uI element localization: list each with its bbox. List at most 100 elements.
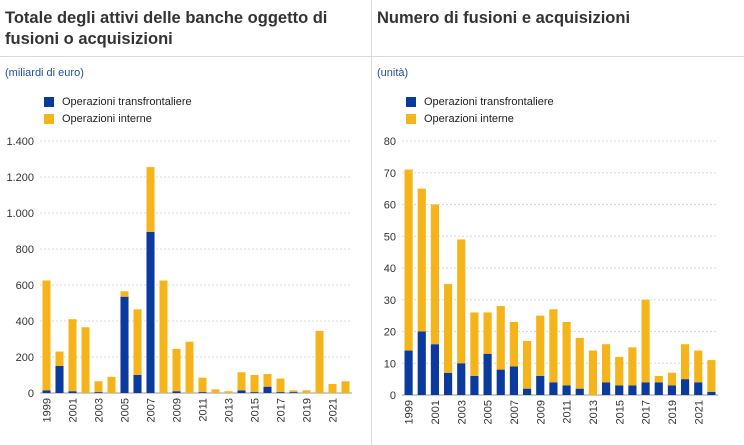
legend-item-cross-border: Operazioni transfrontaliere: [406, 93, 554, 110]
x-tick-label: 2005: [483, 400, 495, 424]
title-rule-left: [0, 56, 371, 57]
bar-domestic-2013: [588, 350, 597, 395]
bar-cross-border-2017: [641, 382, 650, 395]
x-tick-label: 2017: [276, 398, 288, 422]
legend-swatch-domestic: [406, 113, 416, 124]
y-tick-label: 0: [390, 390, 396, 402]
x-tick-label: 2001: [430, 400, 442, 424]
y-tick-label: 30: [384, 295, 396, 307]
legend-label-cross-border: Operazioni transfrontaliere: [62, 95, 192, 108]
bar-domestic-1999: [404, 169, 413, 351]
bar-cross-border-2003: [94, 392, 103, 393]
y-tick-label: 50: [384, 231, 396, 243]
panel-deal-count: Numero di fusioni e acquisizioni (unità)…: [372, 0, 744, 445]
bar-cross-border-2009: [536, 375, 545, 395]
bar-domestic-2021: [328, 384, 337, 393]
title-rule-right: [372, 56, 744, 57]
bar-domestic-2016: [628, 347, 637, 386]
unit-label-right: (unità): [377, 67, 409, 79]
bar-domestic-2018: [654, 375, 663, 383]
bar-cross-border-2001: [430, 344, 439, 395]
bar-domestic-2012: [211, 389, 220, 393]
chart-title-left: Totale degli attivi delle banche oggetto…: [5, 9, 328, 48]
x-tick-label: 2007: [509, 400, 521, 424]
bar-domestic-2003: [457, 239, 466, 364]
bar-cross-border-2021: [694, 382, 703, 395]
bar-domestic-2007: [509, 321, 518, 367]
bar-cross-border-2002: [444, 372, 453, 395]
bar-cross-border-2007: [146, 231, 155, 393]
legend-label-cross-border: Operazioni transfrontaliere: [424, 95, 554, 108]
unit-label-left: (miliardi di euro): [5, 67, 84, 79]
bar-cross-border-1999: [404, 350, 413, 395]
x-tick-label: 2021: [328, 398, 340, 422]
x-tick-label: 2007: [146, 398, 158, 422]
x-tick-label: 2005: [120, 398, 132, 422]
legend-left: Operazioni transfrontaliere Operazioni i…: [44, 93, 192, 127]
bar-domestic-2003: [94, 381, 103, 393]
x-tick-label: 2003: [456, 400, 468, 424]
bar-cross-border-2005: [483, 353, 492, 395]
legend-item-cross-border: Operazioni transfrontaliere: [44, 93, 192, 110]
bar-domestic-2007: [146, 167, 155, 232]
y-tick-label: 70: [384, 168, 396, 180]
bar-domestic-2000: [55, 351, 64, 366]
x-tick-label: 2013: [588, 400, 600, 424]
bar-domestic-2014: [602, 344, 611, 383]
bar-domestic-2010: [185, 341, 194, 393]
x-tick-label: 2003: [94, 398, 106, 422]
x-tick-label: 2013: [224, 398, 236, 422]
y-tick-label: 60: [384, 200, 396, 212]
chart-title-right: Numero di fusioni e acquisizioni: [377, 9, 631, 27]
y-tick-label: 20: [384, 327, 396, 339]
x-tick-label: 1999: [42, 398, 54, 422]
x-tick-label: 2009: [535, 400, 547, 424]
legend-item-domestic: Operazioni interne: [406, 110, 554, 127]
bar-cross-border-2007: [509, 366, 518, 395]
bar-domestic-2010: [549, 309, 558, 383]
bar-domestic-2006: [133, 309, 142, 375]
legend-swatch-cross-border: [44, 96, 54, 107]
x-tick-label: 2021: [693, 400, 705, 424]
bar-cross-border-2017: [276, 392, 285, 393]
bar-domestic-2014: [237, 372, 246, 391]
bar-domestic-2013: [224, 391, 233, 393]
bar-cross-border-2011: [198, 392, 207, 393]
bar-domestic-2002: [444, 283, 453, 373]
bar-cross-border-2012: [575, 388, 584, 395]
bar-domestic-2015: [615, 356, 624, 386]
y-tick-label: 0: [28, 388, 34, 400]
y-tick-label: 1.400: [6, 136, 34, 148]
bar-cross-border-1999: [42, 390, 51, 393]
bar-domestic-2011: [198, 377, 207, 393]
x-tick-label: 2015: [614, 400, 626, 424]
bar-domestic-2019: [302, 390, 311, 393]
bar-domestic-2019: [667, 372, 676, 386]
bar-domestic-2011: [562, 321, 571, 386]
bar-cross-border-2006: [133, 375, 142, 393]
bar-cross-border-2016: [628, 385, 637, 395]
bar-domestic-2017: [276, 378, 285, 393]
bar-cross-border-2018: [654, 382, 663, 395]
y-tick-label: 600: [16, 280, 34, 292]
legend-swatch-domestic: [44, 113, 54, 124]
bar-domestic-1999: [42, 280, 51, 391]
x-tick-label: 2017: [641, 400, 653, 424]
bar-domestic-2001: [68, 319, 77, 392]
bar-cross-border-2009: [172, 391, 181, 393]
x-tick-label: 2015: [250, 398, 262, 422]
bar-cross-border-2015: [250, 392, 259, 393]
bar-cross-border-2008: [523, 388, 532, 395]
bar-domestic-2004: [470, 312, 479, 376]
legend-label-domestic: Operazioni interne: [62, 112, 152, 125]
bar-cross-border-2005: [120, 296, 129, 393]
x-tick-label: 2019: [302, 398, 314, 422]
y-tick-label: 400: [16, 316, 34, 328]
y-tick-label: 80: [384, 136, 396, 148]
bar-cross-border-2014: [602, 382, 611, 395]
bar-domestic-2020: [315, 330, 324, 393]
bar-cross-border-2006: [496, 369, 505, 395]
bar-cross-border-2000: [417, 331, 426, 395]
bar-cross-border-2004: [470, 375, 479, 395]
bar-domestic-2018: [289, 390, 298, 393]
